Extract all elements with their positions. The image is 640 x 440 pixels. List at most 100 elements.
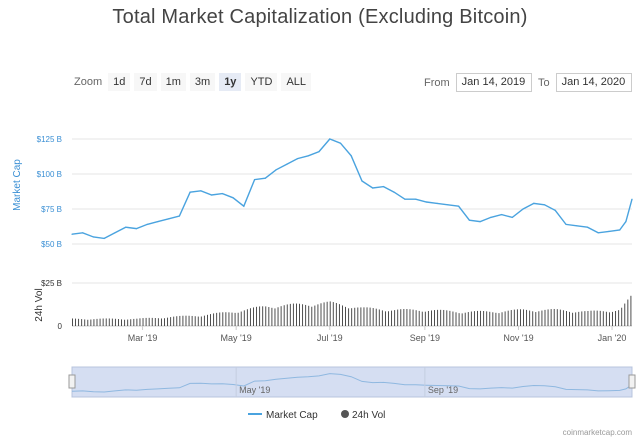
- volume-bar: [213, 313, 215, 326]
- volume-bar: [483, 311, 485, 326]
- volume-bar: [210, 314, 211, 326]
- market-cap-point: [522, 208, 524, 210]
- market-cap-point: [631, 198, 633, 200]
- volume-bar: [173, 316, 175, 326]
- zoom-3m-button[interactable]: 3m: [189, 73, 216, 91]
- volume-bar: [194, 316, 196, 326]
- volume-bar: [566, 311, 567, 326]
- volume-bar: [461, 313, 463, 326]
- volume-bar: [292, 303, 294, 326]
- volume-bar: [222, 312, 224, 326]
- volume-bar: [437, 309, 439, 326]
- volume-bar: [170, 317, 172, 326]
- volume-bar: [200, 316, 202, 326]
- volume-bar: [507, 310, 509, 326]
- volume-bar: [605, 311, 607, 326]
- volume-bar: [480, 310, 482, 326]
- volume-bar: [363, 307, 365, 326]
- volume-bar: [434, 310, 435, 326]
- volume-bar: [111, 318, 113, 326]
- market-cap-point: [71, 233, 73, 235]
- volume-bar: [96, 318, 98, 326]
- volume-bar: [154, 318, 156, 326]
- volume-bar: [179, 315, 181, 326]
- volume-bar: [286, 304, 288, 326]
- volume-bar: [384, 311, 386, 326]
- volume-bar: [262, 306, 264, 326]
- volume-bar: [443, 309, 445, 326]
- zoom-selector: Zoom 1d 7d 1m 3m 1y YTD ALL: [74, 73, 315, 91]
- volume-bar: [148, 317, 150, 326]
- volume-bar: [418, 310, 420, 326]
- volume-bar: [360, 307, 362, 326]
- market-cap-point: [608, 230, 610, 232]
- volume-bar: [615, 310, 617, 326]
- volume-bar: [378, 309, 380, 326]
- market-cap-point: [189, 191, 191, 193]
- volume-bar: [489, 311, 491, 326]
- market-cap-point: [178, 215, 180, 217]
- volume-bar: [618, 310, 620, 326]
- navigator-handle-right: [628, 374, 636, 389]
- volume-bar: [102, 318, 104, 326]
- volume-bar: [133, 318, 135, 326]
- market-cap-point: [393, 191, 395, 193]
- to-date-input[interactable]: Jan 14, 2020: [555, 73, 632, 92]
- volume-bar: [249, 308, 251, 326]
- volume-bar: [581, 311, 583, 326]
- volume-bar: [446, 310, 448, 326]
- volume-bar: [72, 318, 73, 326]
- market-cap-point: [425, 201, 428, 203]
- volume-bar: [608, 312, 610, 326]
- zoom-all-button[interactable]: ALL: [281, 73, 312, 91]
- volume-bar: [308, 305, 310, 326]
- volume-bar: [492, 312, 494, 326]
- volume-bar: [314, 305, 316, 326]
- zoom-ytd-button[interactable]: YTD: [245, 73, 278, 91]
- volume-bar: [372, 308, 374, 326]
- vol-axis-label: 24h Vol: [34, 288, 45, 321]
- from-date-input[interactable]: Jan 14, 2019: [455, 73, 532, 92]
- volume-bar: [532, 311, 534, 326]
- volume-bar: [431, 310, 432, 326]
- zoom-7d-button[interactable]: 7d: [134, 73, 157, 91]
- market-cap-point: [500, 214, 503, 216]
- volume-bar: [219, 312, 221, 326]
- zoom-1m-button[interactable]: 1m: [160, 73, 186, 91]
- volume-bar: [510, 310, 512, 326]
- volume-bar: [348, 308, 350, 326]
- volume-bar: [114, 318, 116, 326]
- from-label: From: [424, 76, 450, 89]
- volume-bar: [569, 311, 570, 326]
- volume-bar: [108, 318, 110, 326]
- market-cap-point: [339, 142, 342, 144]
- volume-bar: [231, 312, 233, 326]
- volume-bar: [391, 310, 393, 326]
- volume-bar: [572, 312, 574, 326]
- y-axis-label: Market Cap: [12, 159, 23, 211]
- zoom-1y-button[interactable]: 1y: [219, 73, 242, 91]
- volume-bar: [253, 307, 254, 326]
- volume-bar: [185, 315, 187, 326]
- volume-bar: [406, 309, 408, 326]
- zoom-1d-button[interactable]: 1d: [108, 73, 131, 91]
- volume-bar: [121, 319, 122, 326]
- volume-bar: [142, 318, 144, 326]
- y-tick-label: $100 B: [37, 170, 62, 179]
- volume-bar: [409, 309, 411, 326]
- volume-bar: [90, 319, 92, 326]
- y-tick-label: $50 B: [41, 240, 62, 249]
- volume-bar: [268, 307, 270, 326]
- volume-bar: [593, 310, 595, 326]
- volume-bar: [550, 309, 552, 326]
- volume-bar: [578, 311, 580, 326]
- volume-bar: [587, 310, 589, 326]
- volume-bar: [130, 319, 132, 326]
- volume-bar: [228, 312, 230, 326]
- x-tick-label: Mar '19: [128, 333, 158, 343]
- market-cap-point: [533, 202, 535, 204]
- volume-bar: [403, 308, 405, 326]
- volume-bar: [197, 316, 199, 326]
- volume-bar: [323, 302, 325, 326]
